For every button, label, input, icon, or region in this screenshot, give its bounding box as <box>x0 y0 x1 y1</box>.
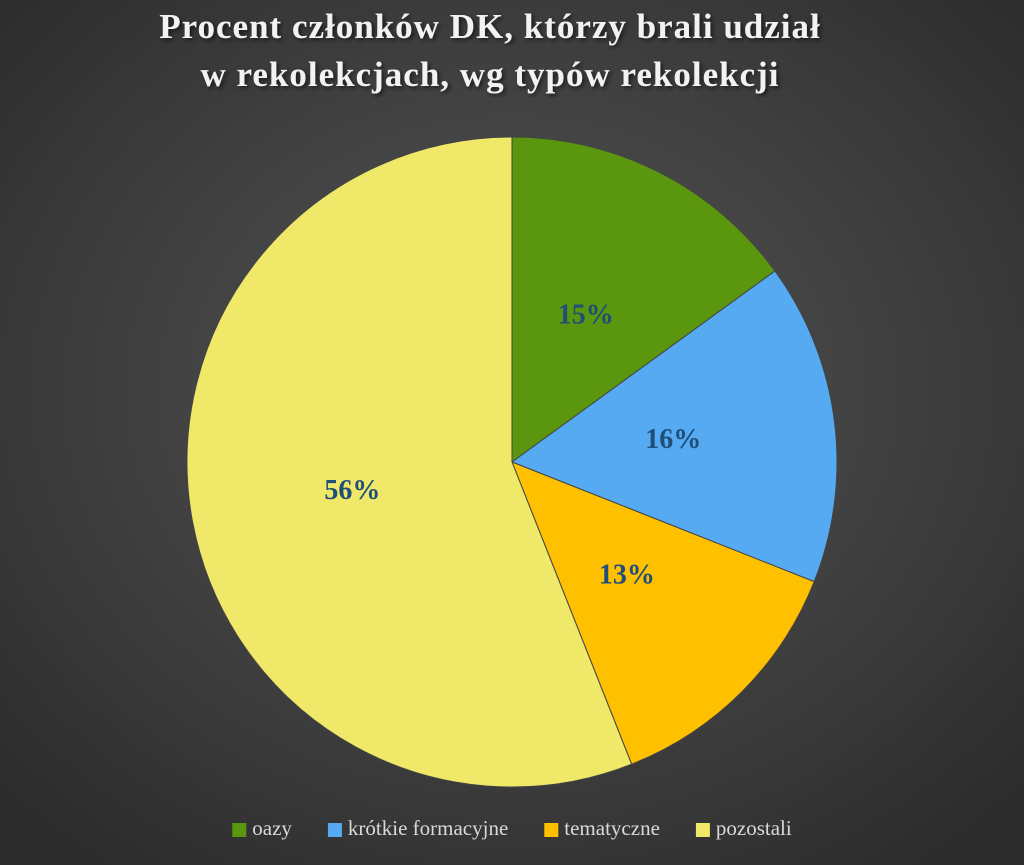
pie-slice <box>510 270 838 583</box>
data-label: 16% <box>645 424 701 455</box>
chart-title: w rekolekcjach, wg typów rekolekcji <box>200 55 779 94</box>
legend-label: krótkie formacyjne <box>348 816 508 840</box>
legend-swatch <box>327 823 342 837</box>
legend-swatch <box>544 823 559 837</box>
data-label: 56% <box>324 475 380 506</box>
chart-title: Procent członków DK, którzy brali udział <box>159 7 821 46</box>
legend-label: oazy <box>252 816 292 840</box>
legend-label: tematyczne <box>564 816 660 840</box>
legend-swatch <box>695 823 710 837</box>
data-label: 15% <box>558 300 614 331</box>
pie-slice <box>511 136 776 463</box>
legend-label: pozostali <box>716 816 792 840</box>
data-label: 13% <box>599 559 655 590</box>
pie-slice <box>186 136 633 788</box>
pie-slice <box>511 461 815 765</box>
legend-swatch <box>232 823 247 837</box>
